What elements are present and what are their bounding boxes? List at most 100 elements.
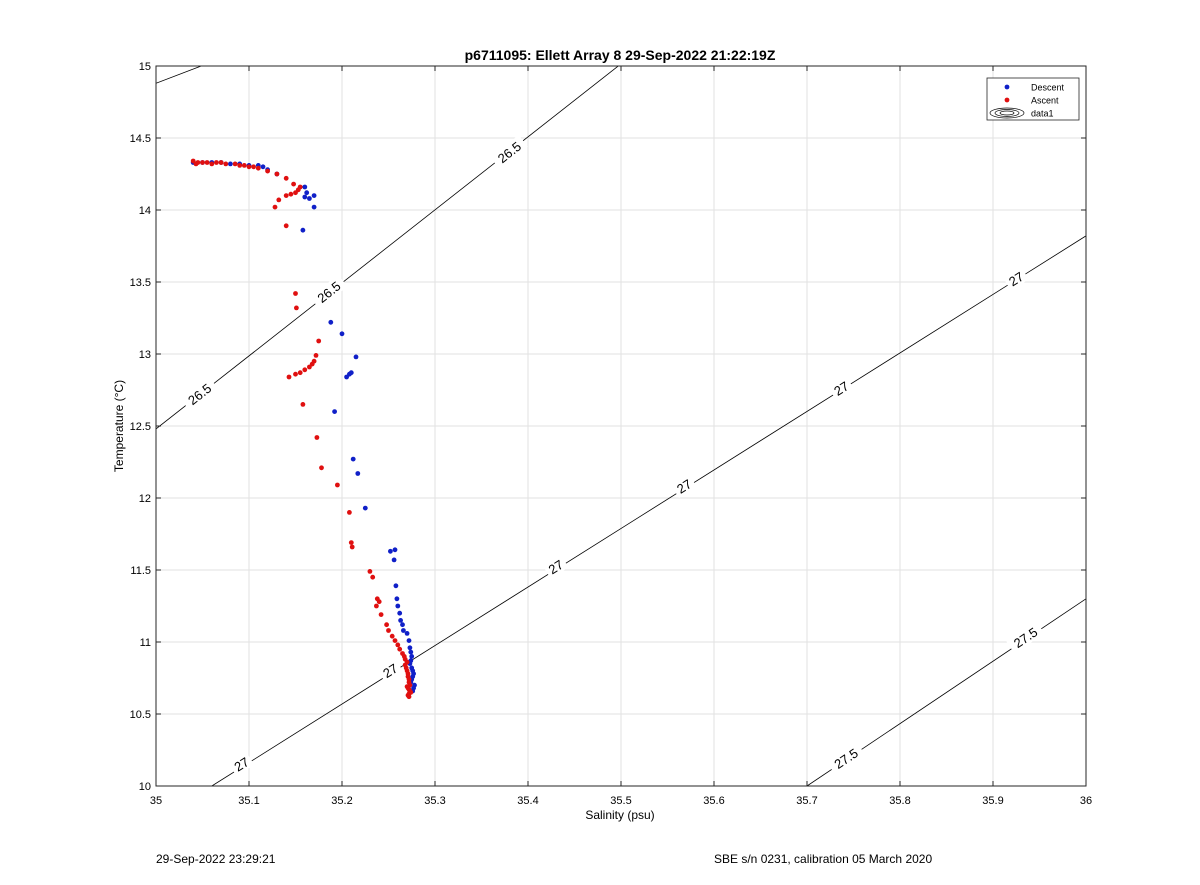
ascent-point [300, 402, 306, 407]
x-tick-label: 36 [1080, 795, 1092, 807]
ascent-point [293, 291, 298, 296]
contour-label: 27 [542, 554, 569, 579]
descent-point [339, 331, 345, 337]
contour-label: 27.5 [1006, 621, 1045, 654]
ascent-point [378, 612, 384, 617]
svg-text:27: 27 [1006, 269, 1026, 289]
ascent-point [307, 364, 312, 370]
descent-legend-marker [1004, 84, 1010, 90]
ascent-point [274, 171, 280, 177]
ascent-point [376, 599, 382, 605]
ascent-point [291, 181, 296, 187]
contour-label: 27 [671, 474, 697, 499]
svg-text:27: 27 [380, 661, 400, 681]
ascent-point [276, 197, 282, 203]
ascent-point [288, 191, 294, 197]
contour-line-26.5 [156, 66, 619, 430]
x-tick-label: 35 [150, 795, 162, 807]
x-tick-label: 35.8 [889, 795, 910, 807]
contour-label: 27 [828, 376, 855, 401]
ascent-point [397, 646, 403, 652]
ascent-point [294, 305, 299, 311]
ascent-point [348, 540, 354, 545]
ascent-point [209, 161, 215, 167]
ascent-point [392, 638, 398, 643]
grid [156, 66, 1086, 786]
y-tick-label: 11.5 [130, 565, 151, 577]
x-tick-label: 35.9 [982, 795, 1003, 807]
ascent-point [272, 204, 278, 210]
descent-point [393, 583, 399, 589]
ascent-point [204, 160, 210, 165]
contour-label: 27 [228, 752, 255, 776]
svg-text:27: 27 [674, 476, 694, 496]
descent-point [300, 227, 306, 233]
ascent-point [386, 628, 391, 633]
ascent-point [406, 694, 412, 700]
descent-point [332, 409, 337, 414]
legend-label: data1 [1031, 109, 1054, 119]
descent-point [362, 505, 368, 511]
ascent-point [200, 160, 205, 165]
ascent-point [367, 569, 373, 574]
x-tick-label: 35.5 [610, 795, 631, 807]
descent-point [407, 645, 413, 651]
ascent-point [389, 633, 395, 639]
ascent-point [347, 510, 352, 515]
ascent-point [319, 465, 324, 471]
ascent-point [195, 160, 201, 165]
ascent-point [395, 642, 401, 648]
descent-point [409, 654, 415, 659]
y-tick-label: 14 [139, 205, 151, 217]
contour-legend-icon [989, 107, 1025, 119]
ascent-point [237, 163, 243, 168]
descent-point [397, 610, 403, 616]
descent-point [401, 628, 406, 633]
descent-point [391, 557, 397, 563]
y-tick-label: 10.5 [130, 709, 151, 721]
descent-point [353, 354, 359, 360]
y-tick-label: 14.5 [130, 133, 151, 145]
footer-timestamp: 29-Sep-2022 23:29:21 [156, 852, 276, 866]
ascent-point [232, 161, 238, 167]
legend[interactable]: Descent Ascent data1 [986, 77, 1080, 121]
y-tick-label: 10 [139, 781, 151, 793]
descent-point [404, 631, 410, 636]
descent-point [408, 649, 414, 655]
y-tick-labels: 10 10.5 11 11.5 12 12.5 13 13.5 14 14.5 15 [130, 61, 151, 793]
ascent-point [349, 544, 355, 550]
ascent-point [370, 574, 376, 580]
y-tick-label: 12.5 [130, 421, 151, 433]
ascent-point [335, 482, 340, 488]
ascent-point [384, 622, 389, 628]
contour-label: 27 [1003, 266, 1029, 291]
ascent-point [241, 163, 247, 168]
svg-text:27: 27 [231, 754, 251, 774]
ascent-point [314, 435, 320, 440]
ascent-point [302, 367, 308, 373]
chart-title: p6711095: Ellett Array 8 29-Sep-2022 21:… [465, 47, 776, 63]
ascent-point [251, 164, 256, 170]
y-tick-label: 13.5 [130, 277, 151, 289]
descent-point [328, 319, 334, 325]
legend-label: Descent [1031, 83, 1065, 93]
svg-text:27: 27 [831, 378, 851, 398]
contour-label: 27.5 [826, 741, 865, 775]
ascent-point [265, 168, 270, 174]
contour-line-27 [211, 235, 1086, 786]
contour-label: 27 [377, 658, 404, 683]
y-tick-label: 13 [139, 349, 151, 361]
ascent-point [218, 160, 224, 165]
y-tick-label: 11 [140, 637, 151, 649]
y-tick-label: 15 [139, 61, 151, 73]
descent-point [400, 622, 405, 628]
ascent-point [246, 164, 252, 170]
descent-point [388, 548, 393, 554]
x-tick-labels: 35 35.1 35.2 35.3 35.4 35.5 35.6 35.7 35.8 35.9 36 [150, 795, 1092, 807]
ascent-point [214, 160, 219, 165]
descent-point [395, 603, 401, 609]
x-tick-label: 35.3 [424, 795, 445, 807]
ascent-point [283, 193, 289, 199]
